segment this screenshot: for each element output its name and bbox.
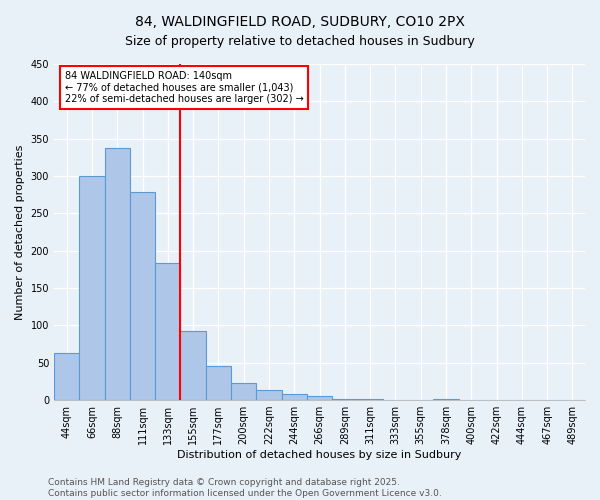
Bar <box>281 394 307 400</box>
Text: 84, WALDINGFIELD ROAD, SUDBURY, CO10 2PX: 84, WALDINGFIELD ROAD, SUDBURY, CO10 2PX <box>135 15 465 29</box>
Y-axis label: Number of detached properties: Number of detached properties <box>15 144 25 320</box>
Bar <box>54 353 79 400</box>
Bar <box>307 396 332 400</box>
Bar <box>332 398 358 400</box>
Bar <box>256 390 281 400</box>
Text: 84 WALDINGFIELD ROAD: 140sqm
← 77% of detached houses are smaller (1,043)
22% of: 84 WALDINGFIELD ROAD: 140sqm ← 77% of de… <box>65 70 304 104</box>
Bar <box>206 366 231 400</box>
Bar <box>231 383 256 400</box>
Bar <box>79 176 104 400</box>
Bar <box>130 192 155 400</box>
Bar <box>181 332 206 400</box>
Bar <box>104 148 130 400</box>
Text: Contains HM Land Registry data © Crown copyright and database right 2025.
Contai: Contains HM Land Registry data © Crown c… <box>48 478 442 498</box>
Text: Size of property relative to detached houses in Sudbury: Size of property relative to detached ho… <box>125 35 475 48</box>
Bar <box>155 264 181 400</box>
X-axis label: Distribution of detached houses by size in Sudbury: Distribution of detached houses by size … <box>178 450 462 460</box>
